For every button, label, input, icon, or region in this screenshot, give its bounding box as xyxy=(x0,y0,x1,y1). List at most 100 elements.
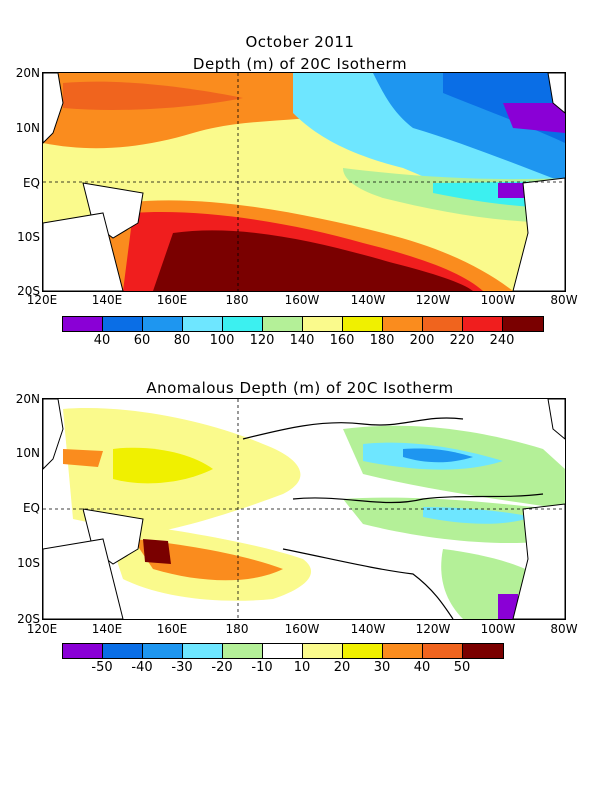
land-central-america xyxy=(547,73,565,114)
colorbar-label: 30 xyxy=(373,660,391,675)
colorbar-swatch xyxy=(183,317,223,331)
top-ylabel-10n: 10N xyxy=(15,121,40,135)
colorbar-label: 40 xyxy=(413,660,431,675)
colorbar-swatch xyxy=(423,644,463,658)
colorbar-swatch xyxy=(343,644,383,658)
colorbar-swatch xyxy=(263,317,303,331)
land-australia xyxy=(43,538,124,619)
top-xlabel-8: 80W xyxy=(550,293,578,307)
colorbar-swatch xyxy=(263,644,303,658)
depth-ne-purple xyxy=(503,103,565,133)
colorbar-label: 180 xyxy=(369,333,395,348)
colorbar-swatch xyxy=(303,644,343,658)
colorbar-swatch xyxy=(383,317,423,331)
top-ylabel-eq: EQ xyxy=(22,176,40,190)
colorbar-label: -20 xyxy=(211,660,233,675)
top-ylabel-20s: 20S xyxy=(17,284,40,298)
top-xlabel-7: 100W xyxy=(480,293,516,307)
colorbar-label: -40 xyxy=(131,660,153,675)
anomaly-eq-moderate xyxy=(423,507,533,524)
contour-zero-south xyxy=(282,548,454,619)
colorbar-label: 200 xyxy=(409,333,435,348)
colorbar-label: 220 xyxy=(449,333,475,348)
anomaly-west-high xyxy=(63,449,103,467)
land-asia xyxy=(43,73,64,144)
colorbar-label: 50 xyxy=(453,660,471,675)
bottom-ylabel-20n: 20N xyxy=(15,392,40,406)
land-australia xyxy=(43,212,124,291)
colorbar-swatch xyxy=(103,644,143,658)
top-xlabel-6: 120W xyxy=(415,293,451,307)
colorbar-swatch xyxy=(143,317,183,331)
anomaly-sw-core xyxy=(143,539,171,564)
depth-sw-warm-core xyxy=(153,230,473,291)
top-title-line1: October 2011 xyxy=(245,33,355,51)
colorbar-swatch xyxy=(503,317,543,331)
land-asia xyxy=(43,399,64,470)
depth-map-panel xyxy=(42,72,566,292)
top-xlabel-1: 140E xyxy=(91,293,123,307)
colorbar-label: -30 xyxy=(171,660,193,675)
colorbar-label: 100 xyxy=(209,333,235,348)
bottom-xlabel-4: 160W xyxy=(284,622,320,636)
bottom-xlabel-1: 140E xyxy=(91,622,123,636)
top-ylabel-20n: 20N xyxy=(15,66,40,80)
bottom-ylabel-20s: 20S xyxy=(17,612,40,626)
colorbar-swatch xyxy=(223,317,263,331)
colorbar-swatch xyxy=(183,644,223,658)
colorbar-swatch xyxy=(463,644,503,658)
depth-map-svg xyxy=(43,73,565,291)
land-south-america xyxy=(512,177,565,291)
colorbar-label: -10 xyxy=(251,660,273,675)
top-title-line2: Depth (m) of 20C Isotherm xyxy=(192,55,408,73)
anomaly-west-moderate xyxy=(113,447,213,484)
top-xlabel-0: 120E xyxy=(26,293,58,307)
colorbar-label: 160 xyxy=(329,333,355,348)
top-ylabel-10s: 10S xyxy=(17,230,40,244)
bottom-xlabel-0: 120E xyxy=(26,622,58,636)
anomaly-map-panel xyxy=(42,398,566,620)
colorbar-swatch xyxy=(103,317,143,331)
top-xlabel-3: 180 xyxy=(225,293,249,307)
bottom-xlabel-3: 180 xyxy=(225,622,249,636)
colorbar-label: 40 xyxy=(93,333,111,348)
bottom-ylabel-10n: 10N xyxy=(15,446,40,460)
colorbar-swatch xyxy=(63,317,103,331)
anomaly-map-svg xyxy=(43,399,565,619)
colorbar-label: 80 xyxy=(173,333,191,348)
bottom-xlabel-5: 140W xyxy=(350,622,386,636)
top-xlabel-4: 160W xyxy=(284,293,320,307)
land-south-america xyxy=(512,503,565,619)
colorbar-label: 120 xyxy=(249,333,275,348)
bottom-xlabel-7: 100W xyxy=(480,622,516,636)
colorbar-swatch xyxy=(383,644,423,658)
bottom-title: Anomalous Depth (m) of 20C Isotherm xyxy=(146,379,454,397)
depth-north-core xyxy=(63,81,243,110)
colorbar-swatch xyxy=(343,317,383,331)
bottom-xlabel-2: 160E xyxy=(156,622,188,636)
bottom-xlabel-8: 80W xyxy=(550,622,578,636)
colorbar-swatch xyxy=(223,644,263,658)
colorbar-label: 240 xyxy=(489,333,515,348)
anomaly-ne-strong xyxy=(403,448,473,463)
contour-zero-north xyxy=(242,417,464,440)
colorbar-label: 10 xyxy=(293,660,311,675)
contour-zero-eq xyxy=(292,493,544,504)
top-xlabel-2: 160E xyxy=(156,293,188,307)
top-xlabel-5: 140W xyxy=(350,293,386,307)
colorbar-label: 60 xyxy=(133,333,151,348)
colorbar-label: 140 xyxy=(289,333,315,348)
bottom-ylabel-eq: EQ xyxy=(22,501,40,515)
anomaly-sw-high xyxy=(133,539,283,581)
land-central-america xyxy=(547,399,565,440)
bottom-xlabel-6: 120W xyxy=(415,622,451,636)
anomaly-se-purple xyxy=(498,594,518,619)
colorbar-swatch xyxy=(463,317,503,331)
colorbar-swatch xyxy=(303,317,343,331)
colorbar-swatch xyxy=(63,644,103,658)
colorbar-label: 20 xyxy=(333,660,351,675)
colorbar-label: -50 xyxy=(91,660,113,675)
depth-colorbar xyxy=(62,316,544,332)
colorbar-swatch xyxy=(143,644,183,658)
anomaly-colorbar xyxy=(62,643,504,659)
